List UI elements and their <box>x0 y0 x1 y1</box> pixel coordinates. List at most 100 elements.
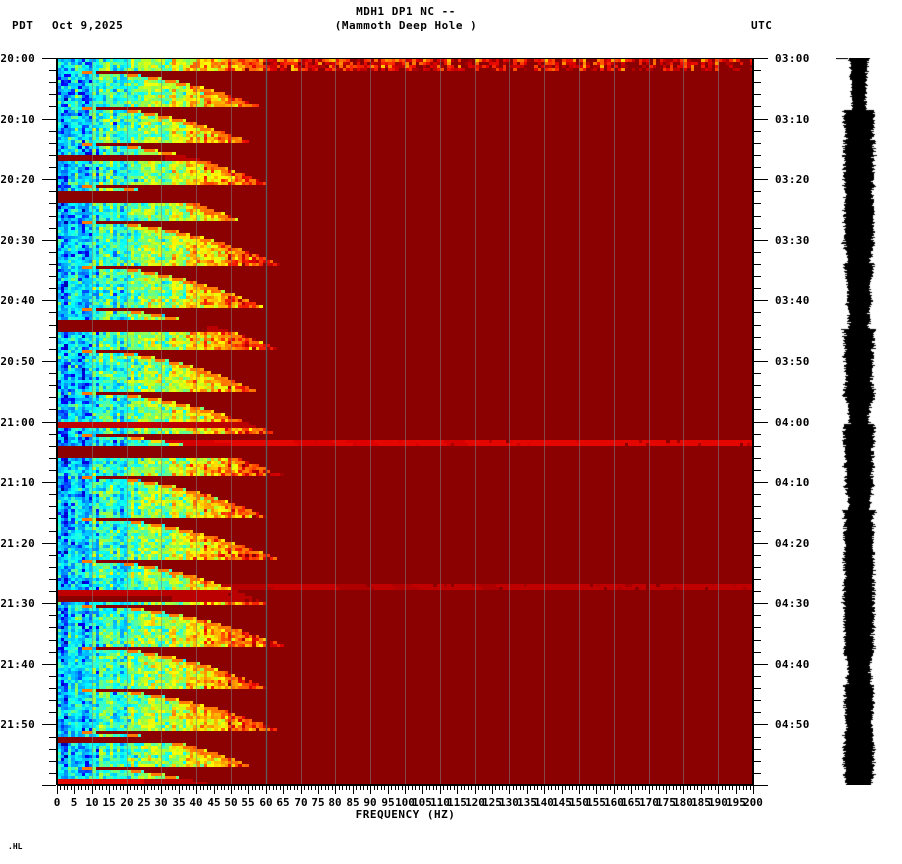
frequency-axis-minor-tick <box>339 785 340 790</box>
frequency-axis-minor-tick <box>461 785 462 790</box>
frequency-axis-major-tick <box>701 785 702 794</box>
right-axis-minor-tick <box>754 458 761 459</box>
frequency-axis-minor-tick <box>433 785 434 790</box>
frequency-axis-minor-tick <box>342 785 343 790</box>
frequency-axis-minor-tick <box>377 785 378 790</box>
frequency-axis-label: 45 <box>207 796 221 809</box>
frequency-axis-minor-tick <box>520 785 521 790</box>
right-axis-minor-tick <box>754 446 761 447</box>
right-axis-minor-tick <box>754 749 761 750</box>
frequency-axis-label: 70 <box>294 796 308 809</box>
left-axis-major-tick <box>42 603 56 604</box>
frequency-axis-major-tick <box>161 785 162 794</box>
right-axis-time-label: 03:10 <box>775 113 810 126</box>
frequency-axis-minor-tick <box>569 785 570 790</box>
right-axis-minor-tick <box>754 216 761 217</box>
right-axis-minor-tick <box>754 688 761 689</box>
right-axis-time-label: 03:50 <box>775 355 810 368</box>
frequency-axis-minor-tick <box>419 785 420 790</box>
frequency-axis-minor-tick <box>193 785 194 790</box>
left-axis-minor-tick <box>49 434 56 435</box>
frequency-axis-minor-tick <box>238 785 239 790</box>
left-axis-major-tick <box>42 300 56 301</box>
frequency-axis-minor-tick <box>332 785 333 790</box>
frequency-axis-minor-tick <box>165 785 166 790</box>
right-axis-minor-tick <box>754 591 761 592</box>
right-axis-time-label: 04:10 <box>775 476 810 489</box>
frequency-axis-minor-tick <box>468 785 469 790</box>
left-axis-minor-tick <box>49 446 56 447</box>
right-axis-minor-tick <box>754 203 761 204</box>
right-axis-minor-tick <box>754 506 761 507</box>
frequency-axis-minor-tick <box>725 785 726 790</box>
frequency-axis-minor-tick <box>513 785 514 790</box>
right-axis-minor-tick <box>754 191 761 192</box>
frequency-axis-major-tick <box>422 785 423 794</box>
right-axis-time-label: 04:40 <box>775 658 810 671</box>
spectrogram-plot[interactable] <box>57 58 753 785</box>
frequency-axis-label: 90 <box>363 796 377 809</box>
left-axis-minor-tick <box>49 228 56 229</box>
frequency-axis-major-tick <box>74 785 75 794</box>
right-axis-minor-tick <box>754 652 761 653</box>
frequency-axis-major-tick <box>544 785 545 794</box>
frequency-axis-minor-tick <box>315 785 316 790</box>
left-axis-minor-tick <box>49 94 56 95</box>
frequency-axis-major-tick <box>753 785 754 794</box>
left-axis-minor-tick <box>49 325 56 326</box>
frequency-axis-minor-tick <box>280 785 281 790</box>
left-axis-time-label: 21:00 <box>0 416 35 429</box>
right-axis-minor-tick <box>754 228 761 229</box>
frequency-axis-minor-tick <box>607 785 608 790</box>
frequency-axis-minor-tick <box>210 785 211 790</box>
seismogram-trace-panel <box>836 58 882 785</box>
frequency-axis-minor-tick <box>276 785 277 790</box>
right-time-axis-utc: 03:00 03:10 03:20 03:30 03:40 03:50 04:00 04:10… <box>753 53 823 786</box>
left-axis-minor-tick <box>49 494 56 495</box>
frequency-axis-label: 120 <box>465 796 485 809</box>
right-axis-major-tick <box>754 785 768 786</box>
frequency-axis-label: 140 <box>534 796 554 809</box>
frequency-axis-minor-tick <box>228 785 229 790</box>
frequency-axis-minor-tick <box>123 785 124 790</box>
frequency-axis-minor-tick <box>454 785 455 790</box>
right-axis-major-tick <box>754 482 768 483</box>
right-axis-minor-tick <box>754 70 761 71</box>
frequency-axis-minor-tick <box>694 785 695 790</box>
frequency-axis-major-tick <box>127 785 128 794</box>
right-axis-minor-tick <box>754 700 761 701</box>
right-axis-major-tick <box>754 422 768 423</box>
left-axis-minor-tick <box>49 143 56 144</box>
frequency-axis-label: 75 <box>311 796 325 809</box>
spectrogram-canvas[interactable] <box>57 58 753 785</box>
frequency-axis-minor-tick <box>663 785 664 790</box>
frequency-axis-minor-tick <box>154 785 155 790</box>
frequency-axis-minor-tick <box>349 785 350 790</box>
left-axis-minor-tick <box>49 700 56 701</box>
left-axis-time-label: 20:10 <box>0 113 35 126</box>
frequency-axis-minor-tick <box>582 785 583 790</box>
right-axis-minor-tick <box>754 143 761 144</box>
frequency-axis-major-tick <box>457 785 458 794</box>
frequency-axis-minor-tick <box>443 785 444 790</box>
seismogram-trace-canvas <box>836 58 882 785</box>
right-axis-time-label: 04:50 <box>775 718 810 731</box>
left-axis-major-tick <box>42 543 56 544</box>
frequency-axis-label: 130 <box>499 796 519 809</box>
right-axis-minor-tick <box>754 82 761 83</box>
frequency-axis-minor-tick <box>325 785 326 790</box>
frequency-axis-label: 165 <box>621 796 641 809</box>
frequency-axis-minor-tick <box>67 785 68 790</box>
right-axis-minor-tick <box>754 555 761 556</box>
left-axis-minor-tick <box>49 737 56 738</box>
frequency-axis-minor-tick <box>120 785 121 790</box>
frequency-axis-minor-tick <box>255 785 256 790</box>
left-axis-major-tick <box>42 119 56 120</box>
frequency-axis-minor-tick <box>743 785 744 790</box>
left-axis-major-tick <box>42 58 56 59</box>
frequency-axis-label: 180 <box>673 796 693 809</box>
right-axis-time-label: 04:20 <box>775 537 810 550</box>
frequency-axis-minor-tick <box>402 785 403 790</box>
left-axis-minor-tick <box>49 652 56 653</box>
frequency-axis-major-tick <box>92 785 93 794</box>
